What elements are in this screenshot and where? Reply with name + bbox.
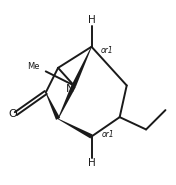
Text: Me: Me	[27, 62, 40, 71]
Polygon shape	[58, 84, 76, 119]
Text: O: O	[8, 109, 17, 119]
Text: or1: or1	[100, 46, 113, 55]
Polygon shape	[72, 47, 92, 86]
Text: H: H	[88, 159, 95, 169]
Text: H: H	[88, 15, 95, 25]
Polygon shape	[45, 92, 60, 120]
Text: or1: or1	[102, 130, 115, 139]
Text: N: N	[66, 84, 75, 94]
Polygon shape	[58, 119, 93, 139]
